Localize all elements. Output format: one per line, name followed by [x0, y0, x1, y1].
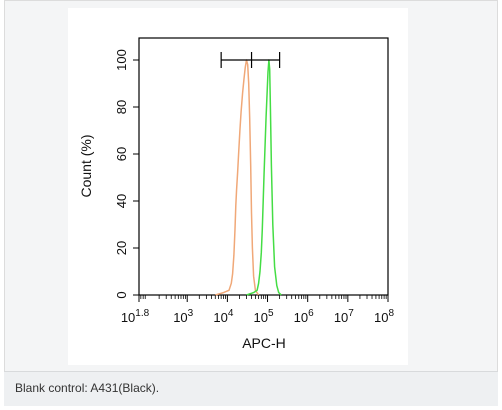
plot-frame	[138, 37, 389, 296]
x-tick-label: 101.8	[121, 308, 150, 325]
figure-panel: 0 20 40 60 80 100 101.8 103 104 105 106 107 108 Cou…	[68, 8, 408, 365]
x-tick-label: 103	[173, 308, 193, 325]
caption-bar: Blank control: A431(Black).	[4, 371, 498, 406]
series-layer	[215, 59, 282, 296]
y-tick-label: 60	[114, 147, 129, 161]
series-line-1	[215, 59, 260, 296]
plot-area	[138, 37, 389, 296]
gate-marker	[220, 52, 281, 68]
x-tick-label: 104	[213, 308, 233, 325]
x-tick-label: 105	[254, 308, 274, 325]
x-axis-label: APC-H	[242, 335, 286, 351]
y-tick-label: 20	[114, 241, 129, 255]
x-tick-label: 106	[294, 308, 314, 325]
x-tick-label: 108	[374, 308, 394, 325]
y-tick-label: 40	[114, 194, 129, 208]
figure-caption: Blank control: A431(Black).	[15, 381, 160, 395]
y-tick-label: 0	[114, 291, 129, 298]
x-axis: 101.8 103 104 105 106 107 108	[121, 295, 394, 325]
flow-histogram-chart: 0 20 40 60 80 100 101.8 103 104 105 106 107 108 Cou…	[78, 37, 394, 351]
x-tick-label: 107	[334, 308, 354, 325]
y-axis-label: Count (%)	[78, 134, 94, 197]
y-tick-label: 80	[114, 100, 129, 114]
y-tick-label: 100	[114, 49, 129, 71]
series-line-2	[246, 59, 282, 296]
y-axis: 0 20 40 60 80 100	[114, 49, 139, 299]
